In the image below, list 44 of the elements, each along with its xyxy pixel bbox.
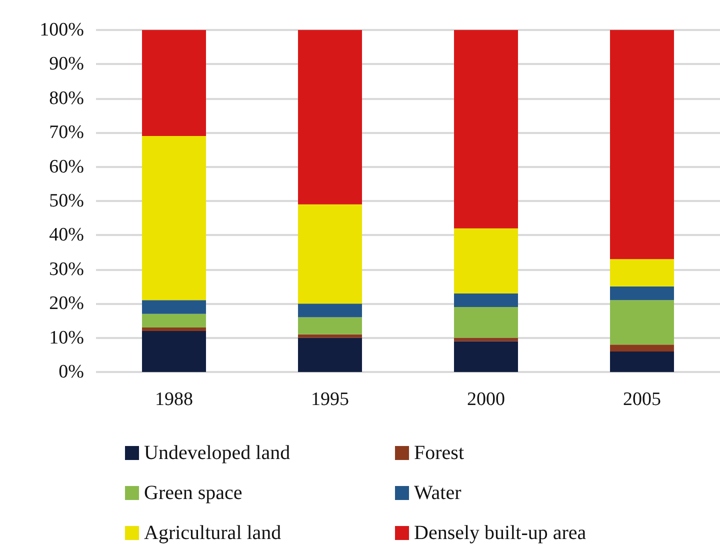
bar: [610, 344, 674, 352]
bar: [142, 300, 206, 314]
y-tick-label: 20%: [49, 293, 84, 314]
bar: [610, 300, 674, 345]
bar: [610, 286, 674, 300]
bar: [454, 293, 518, 308]
x-tick-label: 1988: [155, 389, 193, 410]
bar: [454, 30, 518, 228]
legend-label: Water: [414, 482, 462, 504]
bar: [298, 334, 362, 338]
bar: [610, 351, 674, 372]
bar: [610, 259, 674, 286]
legend-label: Forest: [414, 442, 464, 464]
bar: [142, 328, 206, 331]
bar: [298, 30, 362, 204]
y-tick-label: 50%: [49, 190, 84, 212]
y-tick-label: 90%: [49, 54, 84, 75]
bar: [298, 338, 362, 372]
legend-label: Green space: [144, 482, 242, 504]
y-tick-label: 10%: [49, 327, 84, 348]
x-tick-label: 1995: [311, 389, 349, 410]
y-tick-label: 60%: [49, 156, 84, 178]
bar: [298, 317, 362, 334]
bar: [298, 304, 362, 318]
legend-label: Undeveloped land: [144, 442, 290, 464]
y-tick-label: 30%: [49, 258, 84, 280]
bar: [454, 341, 518, 372]
y-tick-label: 0%: [58, 362, 84, 382]
legend-label: Agricultural land: [144, 522, 282, 544]
bar: [142, 330, 206, 372]
y-tick-label: 70%: [49, 122, 84, 144]
y-tick-label: 40%: [49, 224, 84, 246]
bar: [142, 314, 206, 328]
bar: [142, 30, 206, 136]
legend-label: Densely built-up area: [414, 522, 586, 544]
x-tick-label: 2005: [623, 389, 661, 410]
y-tick-label: 80%: [49, 88, 84, 109]
y-tick-label: 100%: [40, 20, 84, 40]
bar: [142, 136, 206, 300]
bar: [454, 228, 518, 294]
bar: [454, 307, 518, 338]
x-tick-label: 2000: [467, 389, 505, 410]
bar: [610, 30, 674, 260]
bar: [298, 204, 362, 304]
